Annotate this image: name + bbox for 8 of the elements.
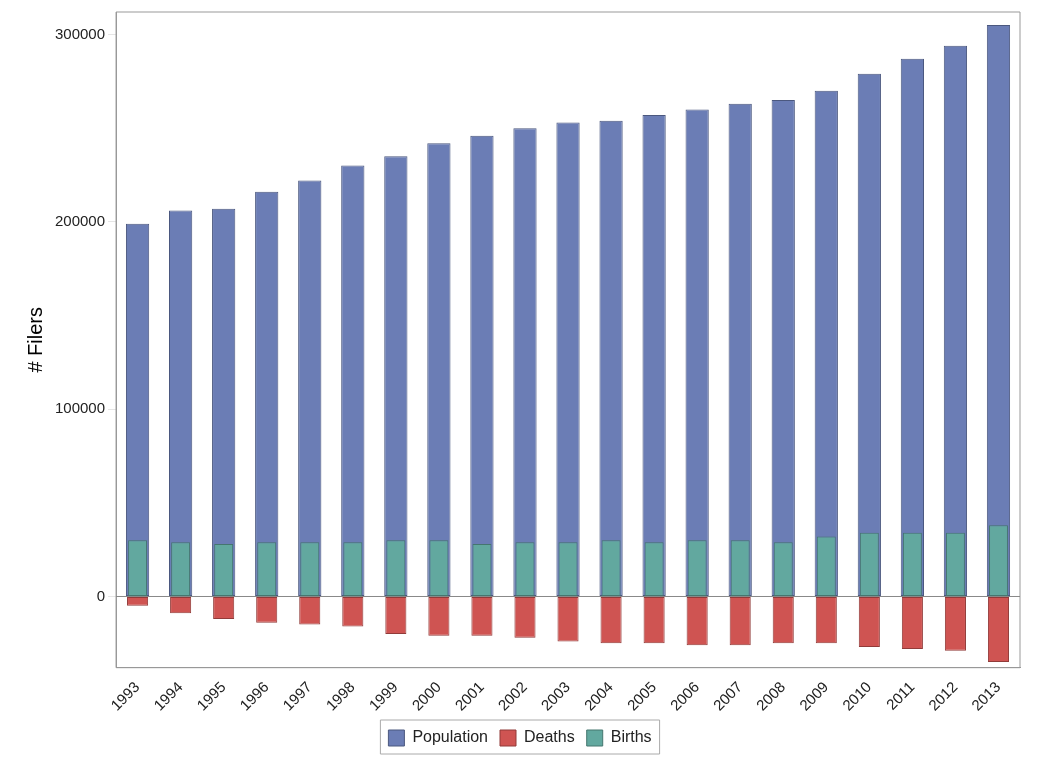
legend-label: Births bbox=[610, 728, 652, 746]
y-tick-label: 0 bbox=[96, 586, 106, 604]
legend-label: Population bbox=[412, 728, 489, 746]
y-axis-title: # Filers bbox=[23, 307, 46, 373]
y-tick-label: 100000 bbox=[54, 399, 106, 417]
legend-label: Deaths bbox=[524, 728, 575, 746]
y-tick-label: 300000 bbox=[54, 24, 106, 42]
y-tick-label: 200000 bbox=[54, 211, 106, 229]
